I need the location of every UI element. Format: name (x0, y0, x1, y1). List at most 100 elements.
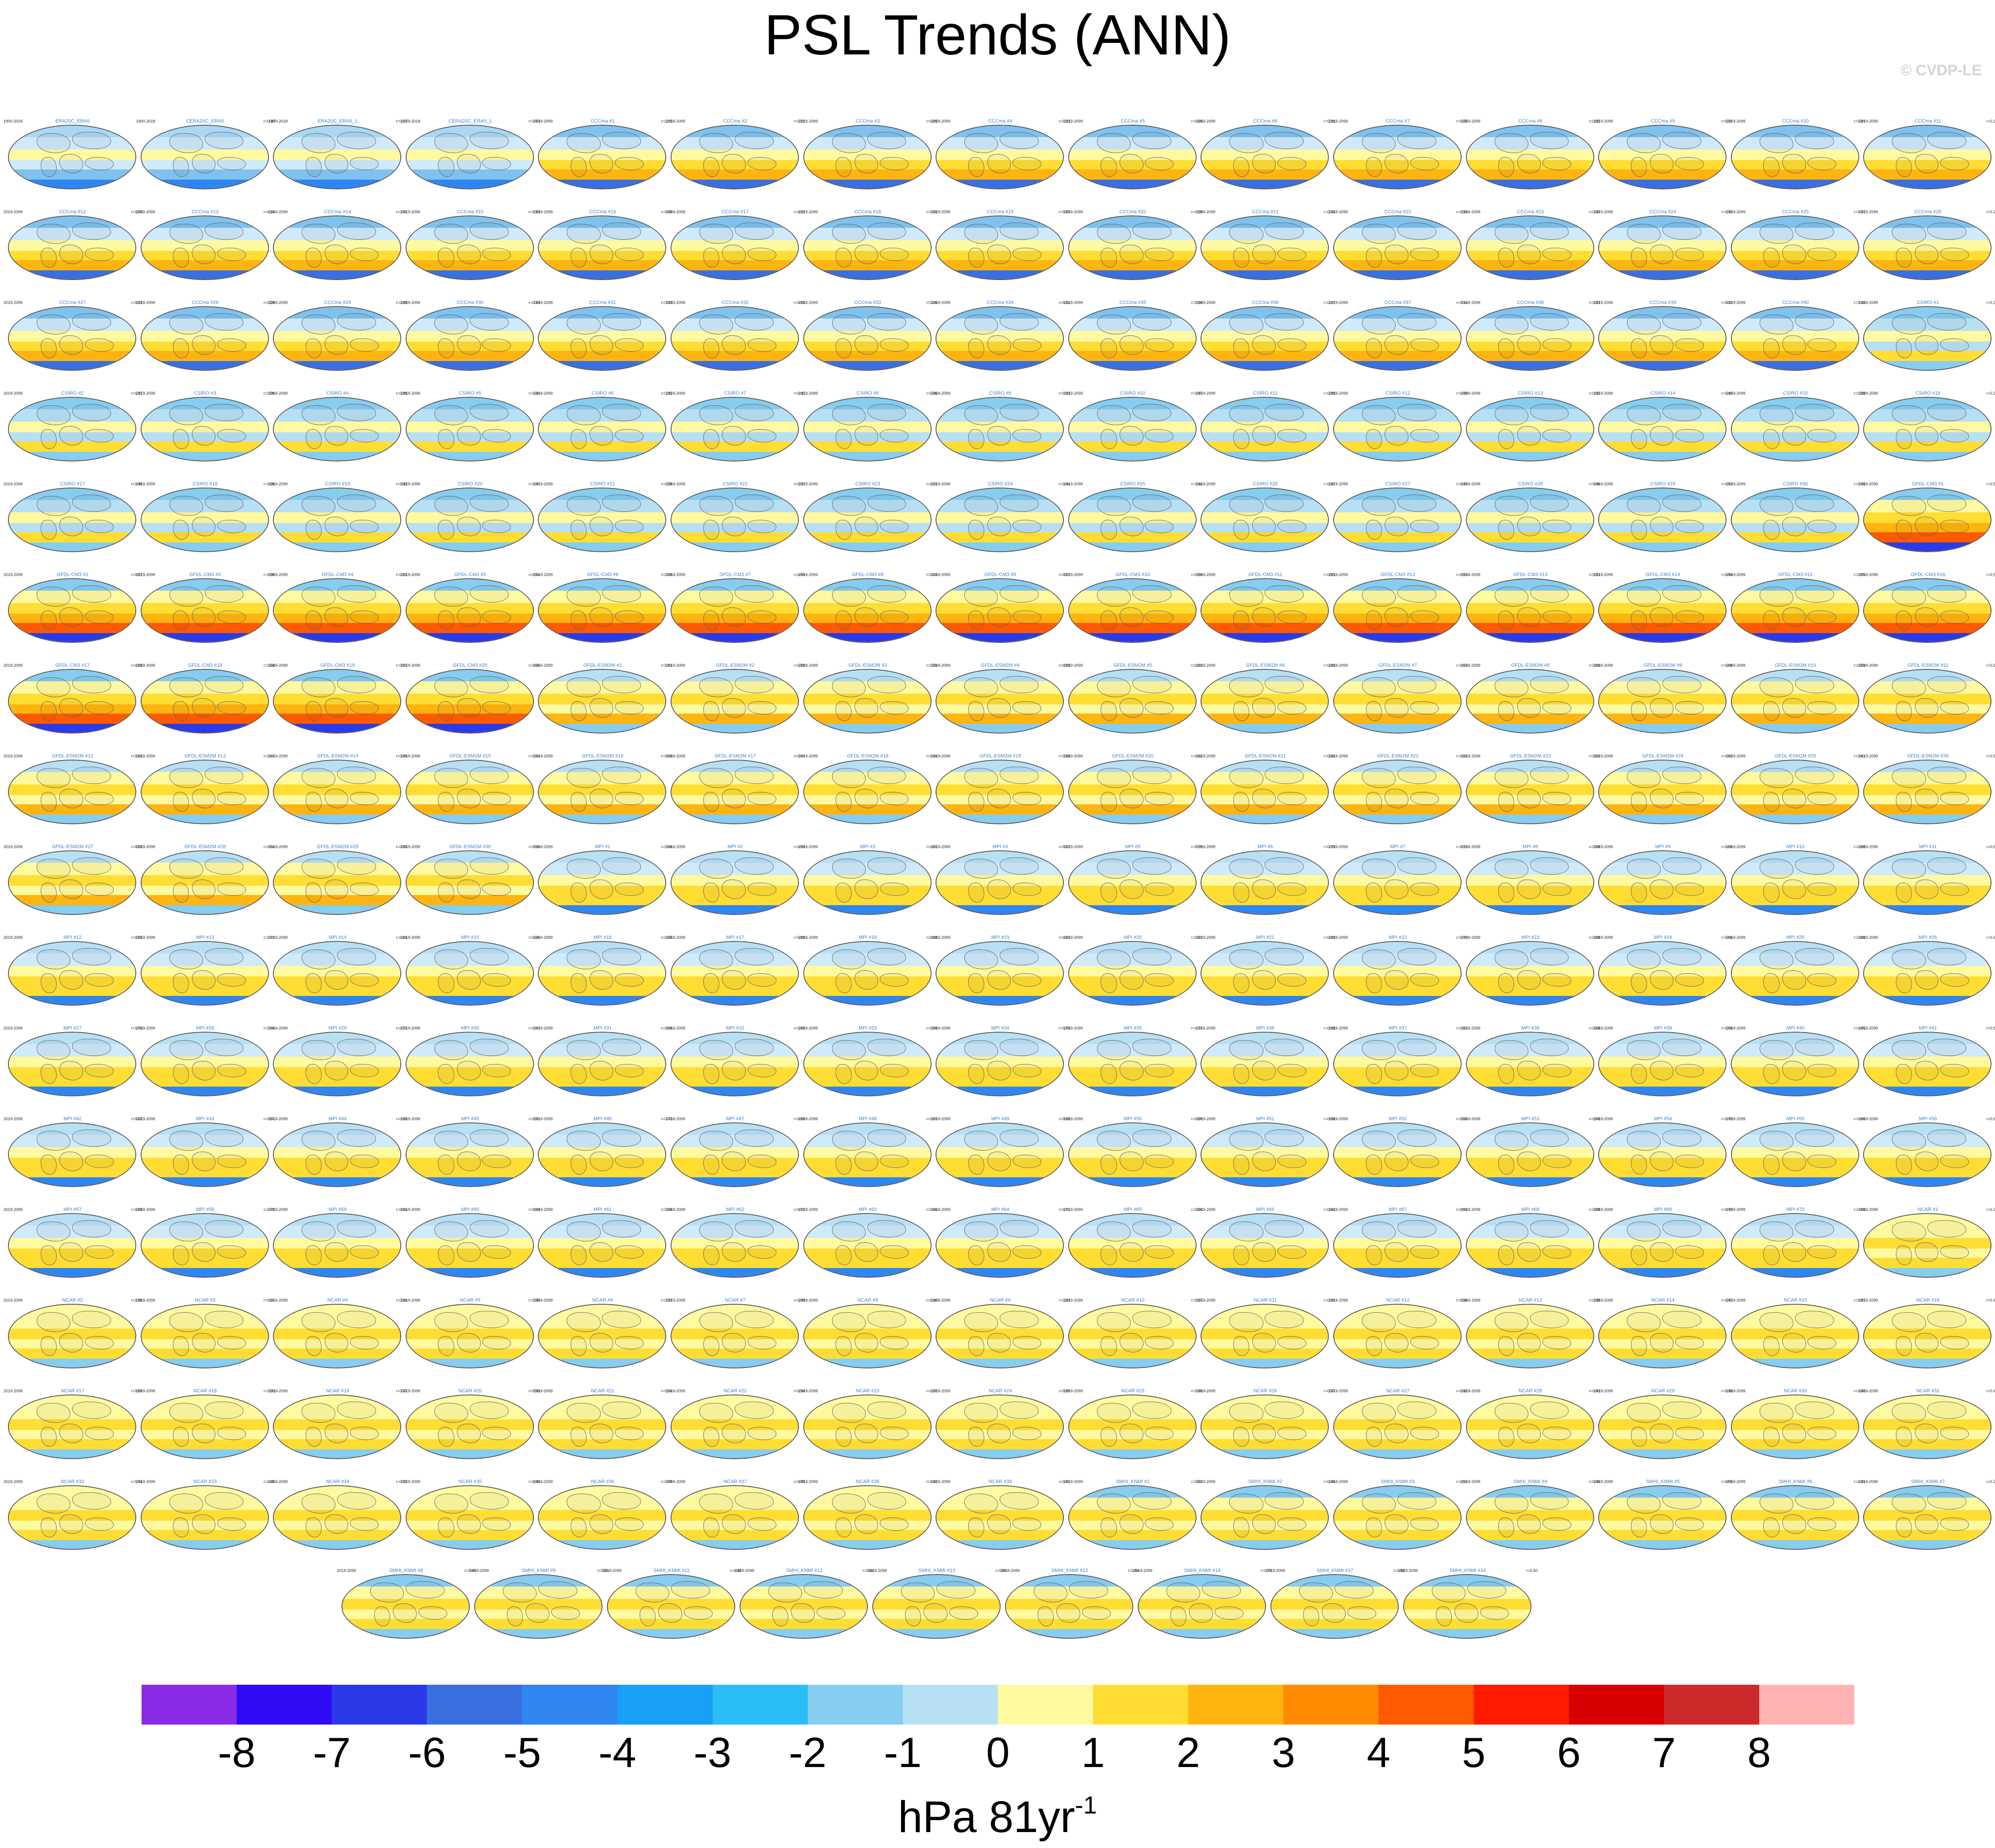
map-panel: NCAR #18 2019-2099 r=0.33 (136, 1388, 275, 1477)
panel-title: GFDL-ESM2M #14 (317, 753, 358, 759)
globe-map (538, 1395, 667, 1459)
map-panel: CCCma #23 2019-2099 r=0.32 (1461, 209, 1600, 298)
trend-band (141, 1214, 268, 1226)
trend-band (539, 452, 666, 461)
trend-band (1864, 1486, 1991, 1498)
panel-title: NCAR #13 (1519, 1298, 1542, 1303)
panel-title: GFDL-ESM2M #11 (1907, 663, 1949, 668)
trend-band (1069, 270, 1196, 279)
trend-band (1201, 452, 1328, 461)
continent-outline (1132, 132, 1171, 150)
trend-band (539, 1395, 666, 1407)
continent-outline (36, 315, 71, 334)
panel-title: GFDL-CM3 #11 (1248, 572, 1282, 577)
panel-title: GFDL-CM3 #19 (320, 663, 355, 668)
trend-band (1466, 1177, 1593, 1186)
map-panel: MPI #25 2019-2099 r=0.68 (1726, 935, 1865, 1023)
globe-map (273, 306, 402, 371)
panel-title: GFDL-CM3 #3 (189, 572, 221, 577)
trend-band (1864, 905, 1991, 914)
trend-band (1864, 942, 1991, 954)
globe-map (1598, 669, 1727, 734)
trend-band (274, 307, 401, 319)
panel-correlation: r=0.64 (1986, 935, 1995, 940)
globe-map (1466, 941, 1594, 1006)
panel-title: MPI #6 (1257, 844, 1273, 849)
continent-outline (1233, 429, 1250, 449)
map-panel: CERA20C_ERA5 1900-2018 r=0.40 (136, 119, 275, 207)
trend-band (1731, 307, 1858, 319)
continent-outline (173, 1155, 189, 1175)
map-panel: MPI #36 2019-2099 r=0.68 (1196, 1026, 1335, 1114)
panel-years: 2019-2099 (1461, 210, 1481, 214)
map-panel: SMHI_KNMI #3 2019-2099 r=0.51 (1329, 1479, 1468, 1568)
map-panel: CSIRO #12 2019-2099 r=0.39 (1329, 391, 1468, 479)
panel-correlation: r=0.27 (1986, 210, 1995, 214)
panel-title: CSIRO #21 (590, 481, 615, 487)
map-panel: GFDL-CM3 #17 2019-2099 r=0.58 (4, 663, 142, 751)
globe-map (1598, 215, 1727, 280)
map-panel: CSIRO #17 2019-2099 r=0.46 (4, 481, 142, 570)
panel-years: 2019-2099 (798, 845, 818, 849)
panel-title: GFDL-ESM2M #29 (317, 844, 358, 849)
trend-band (1731, 1449, 1858, 1458)
trend-band (1466, 452, 1593, 461)
panel-title: CSIRO #9 (989, 391, 1012, 396)
continent-outline (1498, 701, 1515, 721)
globe-map (671, 1213, 799, 1278)
globe-map (273, 760, 402, 824)
panel-title: MPI #62 (726, 1207, 744, 1212)
trend-band (1466, 1123, 1593, 1135)
panel-title: MPI #1 (595, 844, 610, 849)
panel-years: 2019-2099 (1196, 572, 1216, 577)
continent-outline (84, 338, 114, 352)
panel-title: MPI #41 (1918, 1026, 1937, 1031)
panel-years: 2019-2099 (666, 845, 686, 849)
panel-title: GFDL-ESM2M #19 (979, 753, 1021, 759)
panel-years: 2019-2099 (4, 1026, 23, 1030)
panel-title: GFDL-CM3 #9 (984, 572, 1016, 577)
trend-band (274, 488, 401, 500)
continent-outline (1763, 611, 1780, 630)
panel-title: MPI #65 (1124, 1207, 1142, 1212)
trend-band (1201, 126, 1328, 138)
trend-band (1201, 1033, 1328, 1045)
panel-title: GFDL-ESM2M #3 (848, 663, 887, 668)
globe-map (1598, 578, 1727, 643)
panel-years: 2019-2099 (798, 300, 818, 305)
map-panel: MPI #68 2019-2099 r=0.68 (1462, 1207, 1600, 1295)
panel-years: 2019-2099 (735, 1568, 755, 1573)
trend-band (671, 542, 798, 551)
trend-band (671, 169, 798, 180)
globe-map (1863, 1213, 1992, 1278)
trend-band (1599, 270, 1726, 279)
continent-outline (836, 792, 852, 812)
trend-band (406, 361, 533, 370)
panel-years: 2019-2099 (269, 1026, 288, 1030)
continent-outline (602, 132, 641, 150)
trend-band (671, 1123, 798, 1135)
panel-correlation: r=0.28 (1191, 119, 1203, 123)
trend-band (1334, 307, 1461, 319)
trend-band (9, 351, 135, 361)
continent-outline (1631, 157, 1647, 177)
trend-band (1201, 1305, 1328, 1317)
continent-outline (1627, 133, 1661, 153)
trend-band (9, 169, 135, 180)
continent-outline (987, 244, 1011, 265)
globe-map (1466, 1395, 1594, 1459)
panel-title: CCCma #12 (59, 209, 86, 215)
colorbar-tick-label: -3 (693, 1729, 732, 1776)
panel-years: 2019-2099 (1001, 1568, 1020, 1573)
globe-map (803, 306, 932, 371)
panel-years: 2019-2099 (931, 1117, 951, 1121)
panel-title: NCAR #21 (591, 1388, 614, 1394)
map-panel: MPI #66 2019-2099 r=0.64 (1196, 1207, 1335, 1295)
trend-band (406, 488, 533, 500)
panel-title: CCCma #2 (723, 119, 748, 124)
panel-years: 2019-2099 (401, 1389, 420, 1393)
map-panel: GFDL-CM3 #14 2019-2099 r=0.56 (1594, 572, 1733, 661)
panel-years: 2019-2099 (666, 935, 686, 940)
panel-years: 2019-2099 (1859, 663, 1878, 668)
panel-title: GFDL-ESM2M #23 (1509, 753, 1551, 759)
